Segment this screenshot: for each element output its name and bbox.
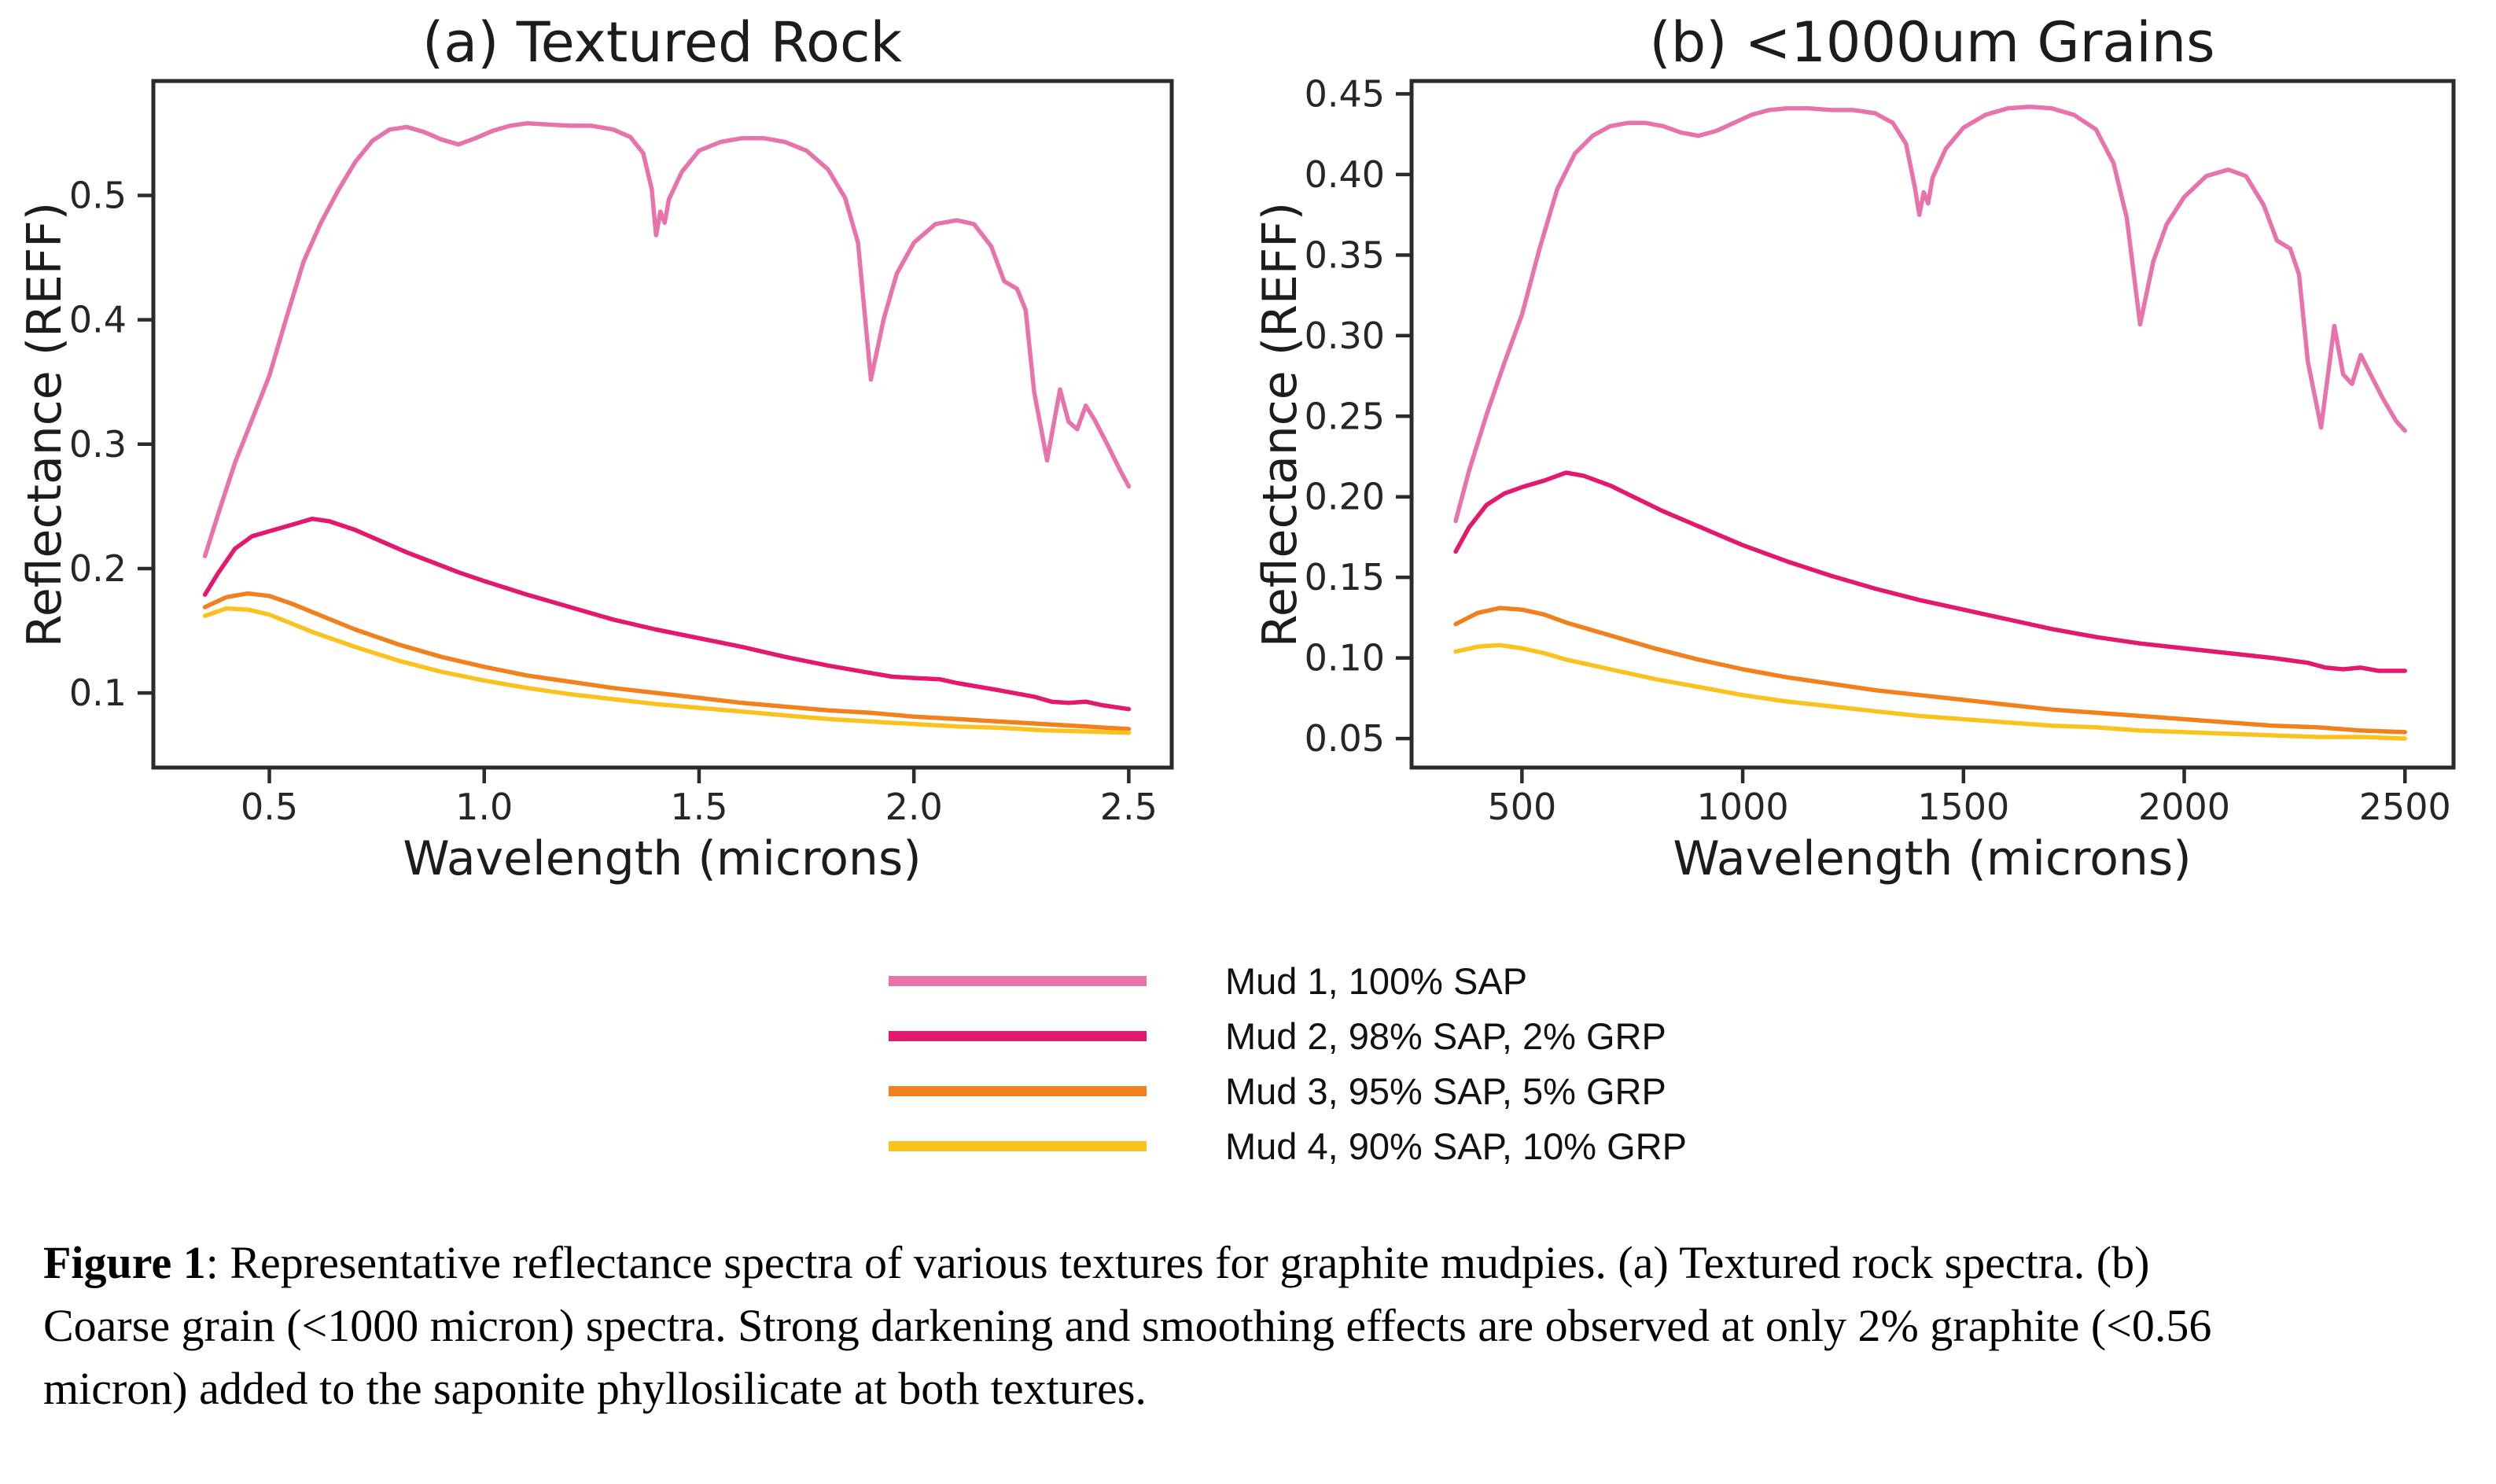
chart-b-ylabel: Reflectance (REFF) <box>1253 201 1308 648</box>
chart-a-x-tick-label: 1.0 <box>455 786 513 828</box>
chart-b-xlabel: Wavelength (microns) <box>1673 831 2192 886</box>
legend-item-mud3: Mud 3, 95% SAP, 5% GRP <box>889 1063 1687 1118</box>
chart-a-y-tick-label: 0.3 <box>69 423 127 466</box>
chart-a-x-tick-label: 2.0 <box>885 786 943 828</box>
charts-canvas: 0.5 1.0 1.5 2.0 2.5 0.1 0.2 0.3 0.4 0.5 500 1000 150… <box>69 72 2456 828</box>
chart-b-y-tick-label: 0.30 <box>1305 315 1385 357</box>
chart-b-x-tick-label: 1000 <box>1697 786 1789 828</box>
caption-line-1-text: : Representative reflectance spectra of … <box>205 1237 2150 1288</box>
chart-b-y-tick-label: 0.05 <box>1305 717 1385 760</box>
chart-a-spines <box>151 79 1174 770</box>
chart-a-series-mud3-line <box>202 591 1132 731</box>
chart-a-series-mud4-line <box>202 606 1132 735</box>
caption-line-1: Figure 1: Representative reflectance spe… <box>43 1232 2473 1294</box>
figure-caption: Figure 1: Representative reflectance spe… <box>43 1232 2473 1420</box>
legend-label-mud3: Mud 3, 95% SAP, 5% GRP <box>1225 1070 1666 1112</box>
chart-b-series-mud4-line <box>1453 643 2407 741</box>
caption-figure-label: Figure 1 <box>43 1237 206 1288</box>
chart-a-x-tick-label: 0.5 <box>241 786 298 828</box>
chart-b-y-tick-label: 0.10 <box>1305 637 1385 679</box>
legend-swatch-mud4 <box>889 1140 1147 1151</box>
chart-b-y-tick-label: 0.40 <box>1305 153 1385 196</box>
chart-a-ylabel: Reflectance (REFF) <box>17 201 72 648</box>
legend-item-mud2: Mud 2, 98% SAP, 2% GRP <box>889 1008 1687 1063</box>
legend-label-mud4: Mud 4, 90% SAP, 10% GRP <box>1225 1125 1687 1167</box>
chart-b-x-tick-label: 500 <box>1487 786 1556 828</box>
chart-b-y-tick-label: 0.25 <box>1305 395 1385 437</box>
chart-b-y-tick-label: 0.15 <box>1305 556 1385 598</box>
chart-a-x-tick-label: 2.5 <box>1100 786 1158 828</box>
legend-label-mud2: Mud 2, 98% SAP, 2% GRP <box>1225 1014 1666 1057</box>
chart-a-y-tick-label: 0.5 <box>69 175 127 217</box>
chart-a-series-mud1-line <box>202 121 1132 558</box>
chart-b-y-tick-label: 0.20 <box>1305 476 1385 518</box>
caption-line-3: micron) added to the saponite phyllosili… <box>43 1363 1147 1414</box>
chart-b-series-mud2-line <box>1453 470 2407 673</box>
chart-b-spines <box>1409 79 2456 770</box>
chart-a-y-tick-label: 0.1 <box>69 672 127 714</box>
chart-a-title: (a) Textured Rock <box>422 10 903 75</box>
legend-swatch-mud2 <box>889 1030 1147 1041</box>
chart-b-y-tick-label: 0.45 <box>1305 72 1385 115</box>
legend-item-mud1: Mud 1, 100% SAP <box>889 953 1687 1008</box>
caption-line-2: Coarse grain (<1000 micron) spectra. Str… <box>43 1300 2212 1351</box>
legend: Mud 1, 100% SAP Mud 2, 98% SAP, 2% GRP M… <box>889 953 1687 1173</box>
chart-a-y-tick-label: 0.4 <box>69 299 127 341</box>
chart-b-series-mud1-line <box>1453 105 2407 524</box>
legend-swatch-mud3 <box>889 1085 1147 1096</box>
legend-swatch-mud1 <box>889 975 1147 986</box>
chart-b-x-tick-label: 2500 <box>2359 786 2451 828</box>
chart-a-y-tick-label: 0.2 <box>69 547 127 590</box>
chart-b-title: (b) <1000um Grains <box>1649 10 2215 75</box>
chart-b-x-tick-label: 2000 <box>2138 786 2230 828</box>
chart-b-x-tick-label: 1500 <box>1917 786 2009 828</box>
legend-label-mud1: Mud 1, 100% SAP <box>1225 959 1528 1002</box>
chart-a-xlabel: Wavelength (microns) <box>403 831 922 886</box>
legend-item-mud4: Mud 4, 90% SAP, 10% GRP <box>889 1118 1687 1173</box>
chart-a-series-mud2-line <box>202 516 1132 712</box>
chart-b-series-mud3-line <box>1453 606 2407 735</box>
chart-a-x-tick-label: 1.5 <box>670 786 727 828</box>
chart-b-y-tick-label: 0.35 <box>1305 234 1385 276</box>
